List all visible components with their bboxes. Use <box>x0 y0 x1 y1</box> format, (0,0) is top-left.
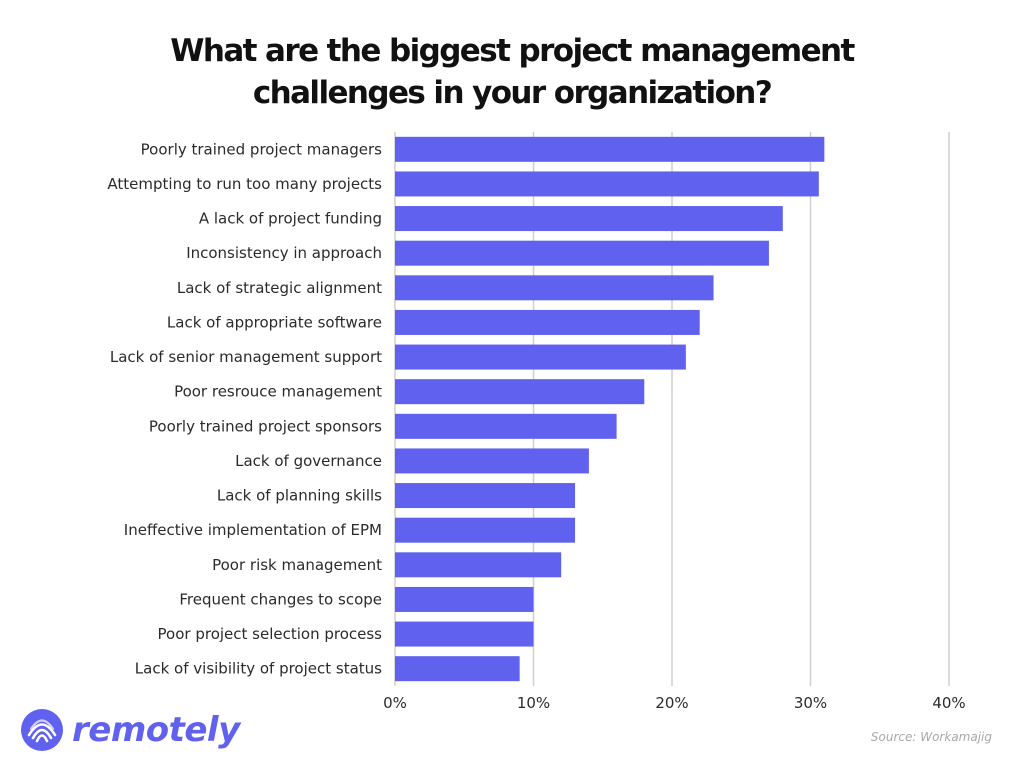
bar <box>395 206 783 232</box>
bar <box>395 309 700 335</box>
category-label: Lack of appropriate software <box>167 313 382 331</box>
bar <box>395 136 825 162</box>
category-label: Frequent changes to scope <box>179 590 382 608</box>
bar <box>395 517 576 543</box>
bar <box>395 621 534 647</box>
bar <box>395 656 520 682</box>
bar <box>395 240 769 266</box>
fingerprint-circle-icon <box>21 709 63 751</box>
chart-title-line-1: What are the biggest project management <box>170 33 855 69</box>
category-label: Lack of senior management support <box>110 348 382 366</box>
category-label: Poorly trained project managers <box>141 140 383 158</box>
brand-logo: remotely <box>20 706 240 754</box>
category-label: A lack of project funding <box>199 210 382 228</box>
bar <box>395 379 645 405</box>
bar <box>395 275 714 301</box>
category-label: Inconsistency in approach <box>186 244 382 262</box>
category-label: Lack of visibility of project status <box>135 660 382 678</box>
source-note: Source: Workamajig <box>870 730 992 744</box>
category-label: Attempting to run too many projects <box>107 175 382 193</box>
x-tick-label: 10% <box>517 694 550 712</box>
bar <box>395 483 576 509</box>
bar <box>395 413 617 439</box>
bar <box>395 171 819 197</box>
x-tick-label: 20% <box>655 694 688 712</box>
x-tick-label: 30% <box>794 694 827 712</box>
chart-title: What are the biggest project management … <box>0 30 1024 114</box>
category-label: Poor resrouce management <box>174 383 382 401</box>
category-label: Poor risk management <box>212 556 382 574</box>
x-tick-label: 40% <box>932 694 965 712</box>
category-label: Lack of strategic alignment <box>177 279 382 297</box>
category-label: Lack of planning skills <box>217 487 382 505</box>
bar <box>395 586 534 612</box>
category-labels: Poorly trained project managers Attemptin… <box>107 140 382 677</box>
x-tick-labels: 0% 10% 20% 30% 40% <box>383 694 966 712</box>
bar <box>395 448 589 474</box>
chart-title-line-2: challenges in your organization? <box>252 75 773 111</box>
bar <box>395 344 686 370</box>
category-label: Poor project selection process <box>158 625 383 643</box>
bar <box>395 552 562 578</box>
bars <box>395 136 825 682</box>
category-label: Poorly trained project sponsors <box>149 417 382 435</box>
category-label: Lack of governance <box>235 452 382 470</box>
logo-text: remotely <box>72 710 240 750</box>
x-tick-label: 0% <box>383 694 407 712</box>
category-label: Ineffective implementation of EPM <box>124 521 382 539</box>
